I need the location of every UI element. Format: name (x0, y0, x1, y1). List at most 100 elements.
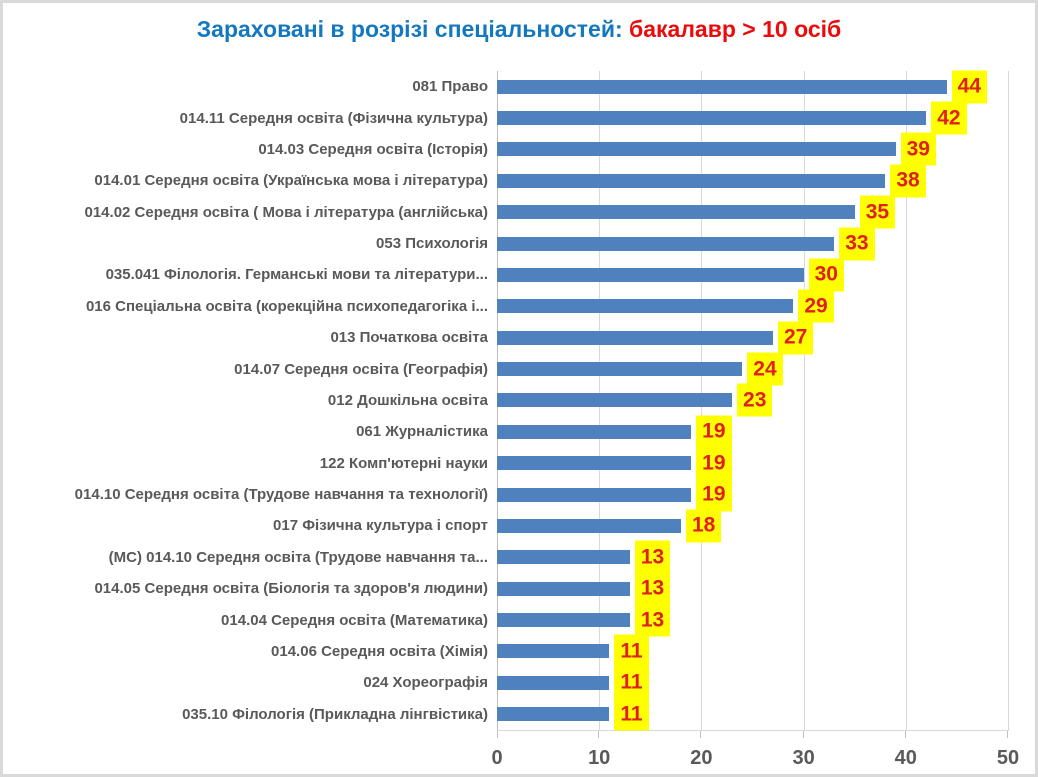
chart-title-main: Зараховані в розрізі спеціальностей: (196, 16, 630, 42)
bar (497, 173, 886, 188)
value-label: 29 (798, 289, 834, 323)
x-axis-ticks (497, 731, 1008, 739)
bar (497, 393, 733, 408)
bar-row: 012 Дошкільна освіта 23 (3, 383, 1035, 417)
bar (497, 424, 692, 439)
bar (497, 613, 630, 628)
value-label: 39 (900, 132, 936, 166)
category-label: 035.10 Філологія (Прикладна лінгвістика) (182, 705, 488, 723)
bar-row: (МС) 014.10 Середня освіта (Трудове навч… (3, 540, 1035, 574)
bar-row: 013 Початкова освіта 27 (3, 321, 1035, 355)
bar-track: 18 (497, 509, 1008, 543)
value-label: 11 (614, 697, 649, 731)
bar (497, 142, 896, 157)
bar-row: 024 Хореографія 11 (3, 666, 1035, 700)
bar (497, 111, 927, 126)
bar-track: 29 (497, 289, 1008, 323)
category-label: 016 Спеціальна освіта (корекційна психоп… (85, 297, 488, 315)
bar-track: 44 (497, 70, 1008, 104)
x-tick-label: 10 (588, 747, 611, 769)
category-label: 014.05 Середня освіта (Біологія та здоро… (94, 580, 488, 598)
value-label: 18 (685, 509, 722, 543)
bar-track: 11 (497, 634, 1008, 668)
bar-track: 27 (497, 321, 1008, 355)
chart-rows: 081 Право 44 014.11 Середня освіта (Фізичн… (3, 70, 1035, 731)
bar (497, 707, 610, 722)
bar-row: 061 Журналістика 19 (3, 415, 1035, 449)
bar-track: 33 (497, 227, 1008, 261)
bar-row: 014.03 Середня освіта (Історія) 39 (3, 132, 1035, 166)
bar-row: 014.02 Середня освіта ( Мова і літератур… (3, 195, 1035, 229)
bar-row: 014.07 Середня освіта (Географія) 24 (3, 352, 1035, 386)
bar-track: 24 (497, 352, 1008, 386)
bar-row: 081 Право 44 (3, 70, 1035, 104)
category-label: 035.041 Філологія. Германські мови та лі… (105, 266, 488, 284)
x-axis-line (497, 730, 1009, 731)
category-label: 014.07 Середня освіта (Географія) (234, 360, 488, 378)
category-label: 122 Комп'ютерні науки (319, 454, 488, 472)
category-label: 024 Хореографія (363, 674, 488, 692)
category-label: 014.11 Середня освіта (Фізична культура) (179, 109, 488, 127)
plot-area: 081 Право 44 014.11 Середня освіта (Фізичн… (3, 70, 1035, 774)
value-label: 11 (614, 634, 649, 668)
bar (497, 487, 692, 502)
value-label: 19 (696, 446, 732, 480)
value-label: 19 (696, 478, 732, 512)
bar (497, 205, 855, 220)
category-label: 014.06 Середня освіта (Хімія) (271, 642, 488, 660)
x-tick-label: 30 (792, 747, 815, 769)
x-tick-label: 50 (996, 747, 1020, 769)
bar-row: 014.05 Середня освіта (Біологія та здоро… (3, 572, 1035, 606)
bar (497, 644, 610, 659)
bar-row: 014.04 Середня освіта (Математика) 13 (3, 603, 1035, 637)
axis-tick (904, 731, 906, 738)
bar-track: 19 (497, 415, 1008, 449)
category-label: 014.04 Середня освіта (Математика) (221, 611, 488, 629)
value-label: 13 (634, 572, 671, 606)
value-label: 19 (696, 415, 732, 449)
bar-row: 014.11 Середня освіта (Фізична культура)… (3, 101, 1035, 135)
value-label: 27 (777, 321, 814, 355)
bar-track: 38 (497, 164, 1008, 198)
bar-row: 014.01 Середня освіта (Українська мова і… (3, 164, 1035, 198)
value-label: 13 (634, 540, 671, 574)
bar (497, 518, 681, 533)
bar-track: 11 (497, 666, 1008, 700)
value-label: 24 (747, 352, 783, 386)
bar (497, 675, 610, 690)
bar-row: 035.10 Філологія (Прикладна лінгвістика)… (3, 697, 1035, 731)
bar-track: 13 (497, 540, 1008, 574)
bar-track: 11 (497, 697, 1008, 731)
x-tick-label: 20 (690, 747, 713, 769)
bar-track: 23 (497, 383, 1008, 417)
value-label: 13 (634, 603, 671, 637)
value-label: 23 (737, 383, 773, 417)
value-label: 42 (931, 101, 967, 135)
axis-tick (598, 731, 600, 738)
bar-row: 053 Психологія 33 (3, 227, 1035, 261)
value-label: 33 (839, 227, 875, 261)
category-label: (МС) 014.10 Середня освіта (Трудове навч… (108, 548, 488, 566)
bar-row: 014.10 Середня освіта (Трудове навчання … (3, 478, 1035, 512)
bar (497, 267, 804, 282)
bar-row: 017 Фізична культура і спорт 18 (3, 509, 1035, 543)
bar-track: 39 (497, 132, 1008, 166)
category-label: 014.10 Середня освіта (Трудове навчання … (74, 486, 488, 504)
category-label: 014.03 Середня освіта (Історія) (258, 140, 488, 158)
bar-row: 014.06 Середня освіта (Хімія) 11 (3, 634, 1035, 668)
gridline (905, 71, 907, 730)
gridline (1008, 71, 1009, 730)
category-label: 012 Дошкільна освіта (327, 391, 488, 409)
bar-track: 19 (497, 478, 1008, 512)
category-label: 017 Фізична культура і спорт (273, 517, 488, 535)
bar (497, 362, 743, 377)
x-axis-labels: 0 10 20 30 40 50 (491, 747, 1019, 771)
category-label: 013 Початкова освіта (330, 329, 488, 347)
bar-track: 13 (497, 572, 1008, 606)
bar-track: 13 (497, 603, 1008, 637)
bar (497, 299, 794, 314)
gridline (803, 71, 805, 730)
category-label: 081 Право (412, 78, 488, 96)
bar-track: 30 (497, 258, 1008, 292)
